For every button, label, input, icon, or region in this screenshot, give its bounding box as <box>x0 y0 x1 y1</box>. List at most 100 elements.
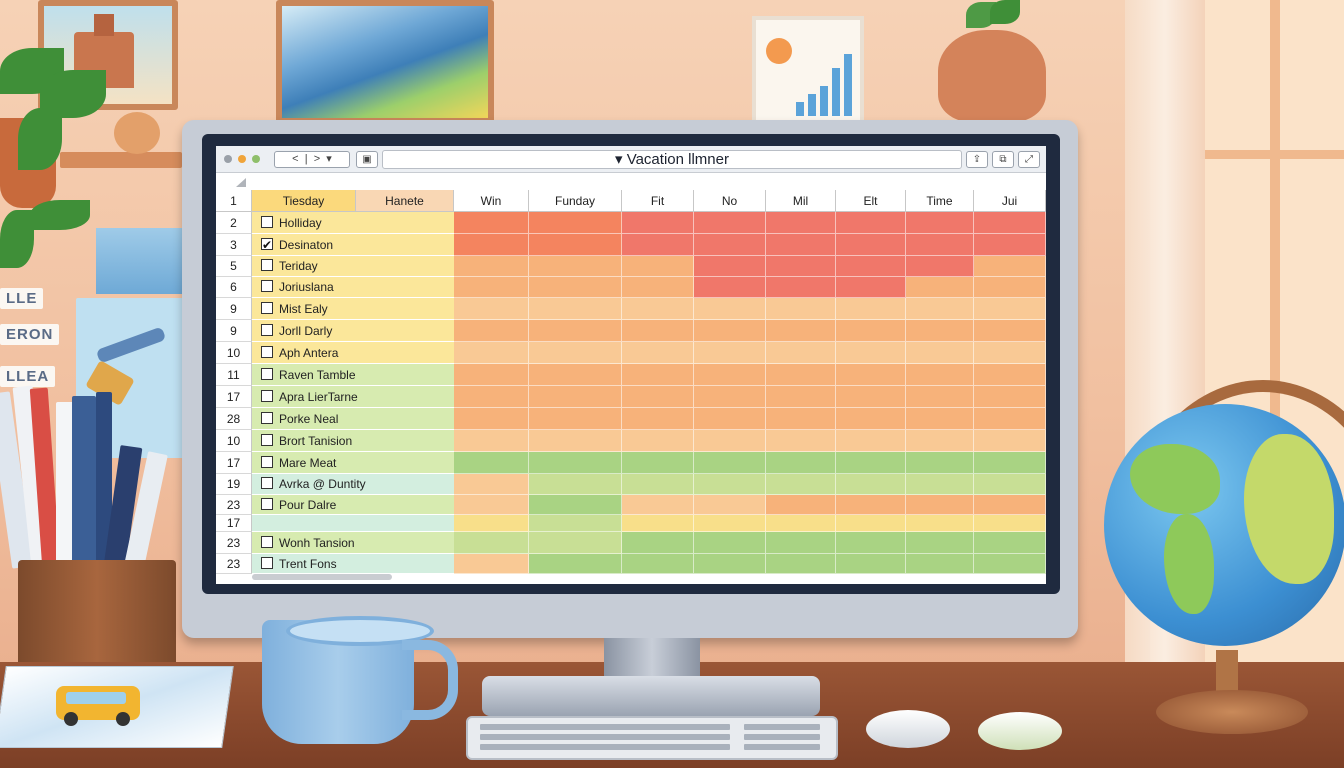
heatmap-cell[interactable] <box>906 495 974 515</box>
heatmap-cell[interactable] <box>974 212 1046 234</box>
heatmap-cell[interactable] <box>694 320 766 342</box>
row-label-cell[interactable]: Mare Meat <box>252 452 454 474</box>
row-number[interactable]: 3 <box>216 234 252 256</box>
heatmap-cell[interactable] <box>622 515 694 532</box>
column-header-day[interactable]: No <box>694 190 766 212</box>
horizontal-scrollbar[interactable] <box>252 574 392 580</box>
heatmap-cell[interactable] <box>766 515 836 532</box>
heatmap-cell[interactable] <box>766 452 836 474</box>
heatmap-cell[interactable] <box>454 342 529 364</box>
heatmap-cell[interactable] <box>529 234 622 256</box>
heatmap-cell[interactable] <box>622 277 694 298</box>
row-label-cell[interactable]: Apra LierTarne <box>252 386 454 408</box>
row-label-cell[interactable]: Jorll Darly <box>252 320 454 342</box>
row-number[interactable]: 17 <box>216 452 252 474</box>
forward-button[interactable]: > <box>313 153 321 165</box>
row-number[interactable]: 9 <box>216 320 252 342</box>
row-label-cell[interactable]: Avrka @ Duntity <box>252 474 454 495</box>
row-number[interactable]: 6 <box>216 277 252 298</box>
heatmap-cell[interactable] <box>694 298 766 320</box>
row-label-cell[interactable]: Holliday <box>252 212 454 234</box>
heatmap-cell[interactable] <box>974 342 1046 364</box>
heatmap-cell[interactable] <box>454 320 529 342</box>
heatmap-cell[interactable] <box>622 430 694 452</box>
row-number[interactable]: 23 <box>216 495 252 515</box>
heatmap-cell[interactable] <box>906 212 974 234</box>
heatmap-cell[interactable] <box>529 277 622 298</box>
heatmap-cell[interactable] <box>694 474 766 495</box>
row-number[interactable]: 23 <box>216 532 252 554</box>
row-checkbox[interactable] <box>261 434 273 446</box>
heatmap-cell[interactable] <box>622 532 694 554</box>
history-dropdown[interactable]: ▾ <box>326 153 332 165</box>
heatmap-cell[interactable] <box>529 495 622 515</box>
heatmap-cell[interactable] <box>454 515 529 532</box>
heatmap-cell[interactable] <box>974 256 1046 277</box>
row-checkbox[interactable] <box>261 456 273 468</box>
row-label-cell[interactable]: Brort Tanision <box>252 430 454 452</box>
heatmap-cell[interactable] <box>454 298 529 320</box>
heatmap-cell[interactable] <box>694 495 766 515</box>
heatmap-cell[interactable] <box>836 532 906 554</box>
heatmap-cell[interactable] <box>622 452 694 474</box>
heatmap-cell[interactable] <box>974 495 1046 515</box>
row-checkbox[interactable] <box>261 280 273 292</box>
heatmap-cell[interactable] <box>836 452 906 474</box>
column-header-b[interactable]: Hanete <box>356 190 454 212</box>
mouse[interactable] <box>866 710 950 748</box>
column-header-day[interactable]: Funday <box>529 190 622 212</box>
heatmap-cell[interactable] <box>766 320 836 342</box>
row-label-cell[interactable]: Teriday <box>252 256 454 277</box>
heatmap-cell[interactable] <box>974 408 1046 430</box>
heatmap-cell[interactable] <box>974 320 1046 342</box>
column-header-day[interactable]: Time <box>906 190 974 212</box>
heatmap-cell[interactable] <box>974 515 1046 532</box>
heatmap-cell[interactable] <box>454 452 529 474</box>
row-number[interactable]: 11 <box>216 364 252 386</box>
row-number[interactable]: 5 <box>216 256 252 277</box>
row-number[interactable]: 19 <box>216 474 252 495</box>
heatmap-cell[interactable] <box>694 408 766 430</box>
heatmap-cell[interactable] <box>836 277 906 298</box>
heatmap-cell[interactable] <box>906 452 974 474</box>
heatmap-cell[interactable] <box>836 408 906 430</box>
corner-cell[interactable]: 1 <box>216 190 252 212</box>
heatmap-cell[interactable] <box>694 342 766 364</box>
heatmap-cell[interactable] <box>454 256 529 277</box>
row-checkbox[interactable] <box>261 557 273 569</box>
column-header-a[interactable]: Tiesday <box>252 190 356 212</box>
heatmap-cell[interactable] <box>766 474 836 495</box>
heatmap-cell[interactable] <box>694 430 766 452</box>
back-button[interactable]: < <box>292 153 299 165</box>
row-label-cell[interactable]: Aph Antera <box>252 342 454 364</box>
row-label-cell[interactable]: Pour Dalre <box>252 495 454 515</box>
heatmap-cell[interactable] <box>906 515 974 532</box>
heatmap-cell[interactable] <box>766 256 836 277</box>
column-header-day[interactable]: Fit <box>622 190 694 212</box>
heatmap-cell[interactable] <box>906 554 974 574</box>
heatmap-cell[interactable] <box>766 430 836 452</box>
maximize-icon[interactable] <box>252 155 260 163</box>
row-number[interactable]: 9 <box>216 298 252 320</box>
title-dropdown-icon[interactable]: ▾ <box>615 151 623 168</box>
heatmap-cell[interactable] <box>906 298 974 320</box>
heatmap-cell[interactable] <box>694 277 766 298</box>
heatmap-cell[interactable] <box>694 234 766 256</box>
heatmap-cell[interactable] <box>766 554 836 574</box>
row-number[interactable]: 17 <box>216 515 252 532</box>
heatmap-cell[interactable] <box>694 364 766 386</box>
heatmap-cell[interactable] <box>836 234 906 256</box>
heatmap-cell[interactable] <box>974 474 1046 495</box>
row-label-cell[interactable]: Joriuslana <box>252 277 454 298</box>
heatmap-cell[interactable] <box>766 234 836 256</box>
row-checkbox[interactable] <box>261 346 273 358</box>
heatmap-cell[interactable] <box>529 515 622 532</box>
heatmap-cell[interactable] <box>454 474 529 495</box>
heatmap-cell[interactable] <box>454 277 529 298</box>
copy-icon[interactable]: ⧉ <box>992 151 1014 168</box>
heatmap-cell[interactable] <box>454 495 529 515</box>
row-number[interactable]: 10 <box>216 430 252 452</box>
heatmap-cell[interactable] <box>529 256 622 277</box>
minimize-icon[interactable] <box>238 155 246 163</box>
row-label-cell[interactable]: Mist Ealy <box>252 298 454 320</box>
